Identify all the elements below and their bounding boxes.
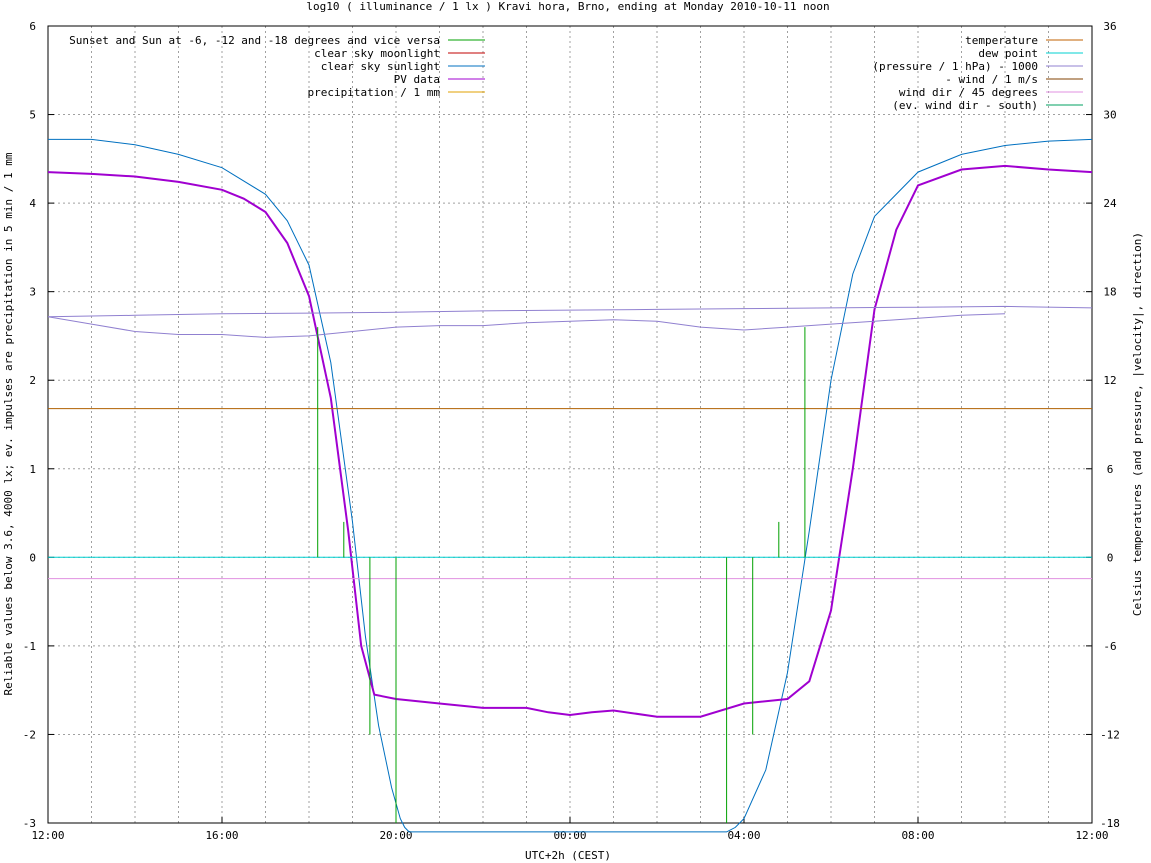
y-tick-label: 6 bbox=[29, 20, 36, 33]
y-tick-label: 5 bbox=[29, 109, 36, 122]
y-tick-label: 0 bbox=[29, 551, 36, 564]
series-pressure-1-hpa-1000 bbox=[47, 305, 1093, 318]
series-temperature bbox=[47, 313, 1006, 338]
y-tick-label: 2 bbox=[29, 374, 36, 387]
legend-right-label: - wind / 1 m/s bbox=[945, 73, 1038, 86]
legend-left-label: PV data bbox=[394, 73, 440, 86]
series-clear-sky-sunlight bbox=[48, 138, 1093, 833]
x-tick-label: 12:00 bbox=[1075, 829, 1108, 842]
legend-right-label: temperature bbox=[965, 34, 1038, 47]
series-layer bbox=[47, 138, 1093, 833]
y-tick-label: -1 bbox=[23, 640, 36, 653]
legend-left: Sunset and Sun at -6, -12 and -18 degree… bbox=[69, 34, 485, 99]
x-tick-label: 08:00 bbox=[901, 829, 934, 842]
y2-tick-label: 12 bbox=[1103, 374, 1116, 387]
legend-left-label: Sunset and Sun at -6, -12 and -18 degree… bbox=[69, 34, 440, 47]
legend-left-label: clear sky moonlight bbox=[314, 47, 440, 60]
legend-right-label: (ev. wind dir - south) bbox=[892, 99, 1038, 112]
x-tick-label: 00:00 bbox=[553, 829, 586, 842]
y2-axis-label: Celsius temperatures (and pressure, |vel… bbox=[1131, 232, 1144, 616]
y2-tick-label: 6 bbox=[1107, 463, 1114, 476]
legend-left-label: clear sky sunlight bbox=[321, 60, 440, 73]
y-tick-label: 4 bbox=[29, 197, 36, 210]
legend-right-label: wind dir / 45 degrees bbox=[899, 86, 1038, 99]
x-axis-label: UTC+2h (CEST) bbox=[525, 849, 611, 862]
y2-tick-label: 30 bbox=[1103, 109, 1116, 122]
y2-tick-label: -18 bbox=[1100, 817, 1120, 830]
plot-frame bbox=[47, 25, 1093, 824]
y2-tick-label: -6 bbox=[1103, 640, 1116, 653]
y2-tick-label: 36 bbox=[1103, 20, 1116, 33]
axis-ticks: -3 -18 -2 -12 -1 -6 0 0 1 6 2 12 3 18 4 24 5 30 6 36 12:00 16… bbox=[23, 20, 1120, 842]
x-tick-label: 16:00 bbox=[205, 829, 238, 842]
x-tick-label: 12:00 bbox=[31, 829, 64, 842]
chart-title: log10 ( illuminance / 1 lx ) Kravi hora,… bbox=[306, 0, 829, 13]
y-axis-label: Reliable values below 3.6, 4000 lx; ev. … bbox=[2, 152, 15, 695]
legend-right-label: dew point bbox=[978, 47, 1038, 60]
legend-left-label: precipitation / 1 mm bbox=[308, 86, 441, 99]
y-tick-label: 1 bbox=[29, 463, 36, 476]
x-tick-label: 04:00 bbox=[727, 829, 760, 842]
y-tick-label: -3 bbox=[23, 817, 36, 830]
series-pv-data bbox=[47, 164, 1093, 718]
legend-right-label: (pressure / 1 hPa) - 1000 bbox=[872, 60, 1038, 73]
grid bbox=[48, 26, 1092, 823]
y-tick-label: 3 bbox=[29, 286, 36, 299]
y2-tick-label: 0 bbox=[1107, 551, 1114, 564]
y2-tick-label: 24 bbox=[1103, 197, 1117, 210]
y-tick-label: -2 bbox=[23, 728, 36, 741]
x-tick-label: 20:00 bbox=[379, 829, 412, 842]
y2-tick-label: 18 bbox=[1103, 286, 1116, 299]
y2-tick-label: -12 bbox=[1100, 728, 1120, 741]
